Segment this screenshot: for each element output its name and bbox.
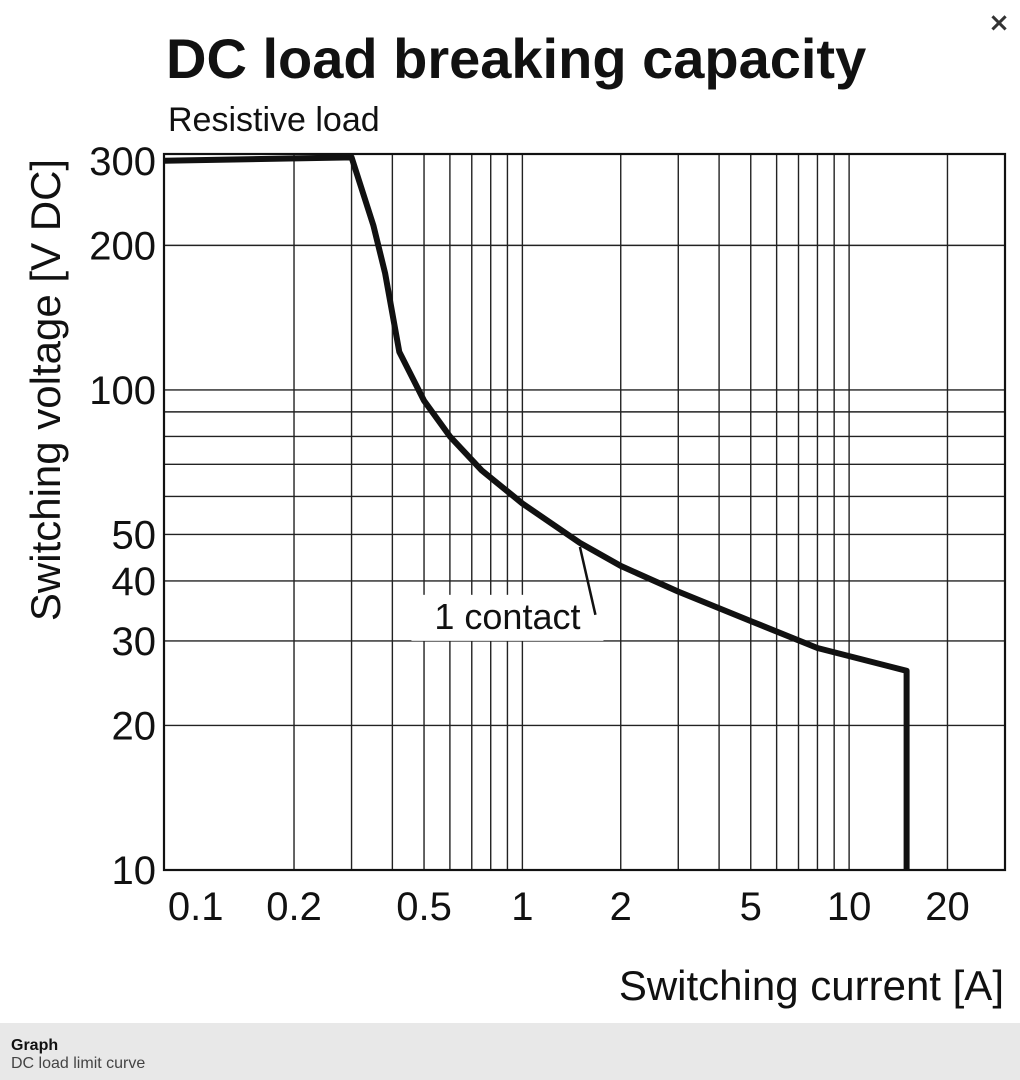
y-tick-label: 100 (89, 369, 156, 413)
x-tick-label: 0.5 (396, 885, 452, 929)
chart-subtitle: Resistive load (168, 101, 380, 139)
y-tick-label: 30 (112, 620, 157, 664)
x-tick-label: 1 (511, 885, 533, 929)
x-tick-label: 20 (925, 885, 970, 929)
image-viewer: DC load breaking capacity Resistive load… (22, 8, 1014, 1009)
x-tick-label: 0.1 (168, 885, 224, 929)
y-tick-label: 300 (89, 140, 156, 184)
y-tick-label: 20 (112, 704, 157, 748)
y-tick-label: 50 (112, 513, 157, 557)
x-tick-label: 5 (740, 885, 762, 929)
y-tick-label: 40 (112, 560, 157, 604)
x-tick-labels: 0.1 0.2 0.5 1 2 5 10 20 (168, 885, 970, 929)
series-layer (163, 154, 910, 870)
caption-bar: Graph DC load limit curve (0, 1023, 1020, 1080)
caption-title: Graph (11, 1037, 59, 1054)
plot-frame (162, 152, 1007, 872)
annotation-label: 1 contact (434, 596, 580, 637)
chart-title: DC load breaking capacity (166, 27, 866, 90)
grid-lines (164, 154, 1005, 870)
dc-load-chart: DC load breaking capacity Resistive load… (22, 27, 1007, 1009)
caption-subtitle: DC load limit curve (11, 1055, 146, 1072)
annotation-background (411, 594, 604, 641)
annotation-leader-line (578, 546, 597, 616)
close-button[interactable]: × (984, 8, 1014, 38)
x-tick-label: 10 (827, 885, 872, 929)
x-tick-label: 0.2 (266, 885, 322, 929)
y-axis-label: Switching voltage [V DC] (22, 159, 69, 621)
series-line-1-contact (163, 154, 910, 870)
x-axis-label: Switching current [A] (619, 962, 1004, 1009)
y-tick-label: 10 (112, 849, 157, 893)
y-tick-label: 200 (89, 224, 156, 268)
annotation-layer: 1 contact (411, 546, 604, 641)
x-tick-label: 2 (610, 885, 632, 929)
